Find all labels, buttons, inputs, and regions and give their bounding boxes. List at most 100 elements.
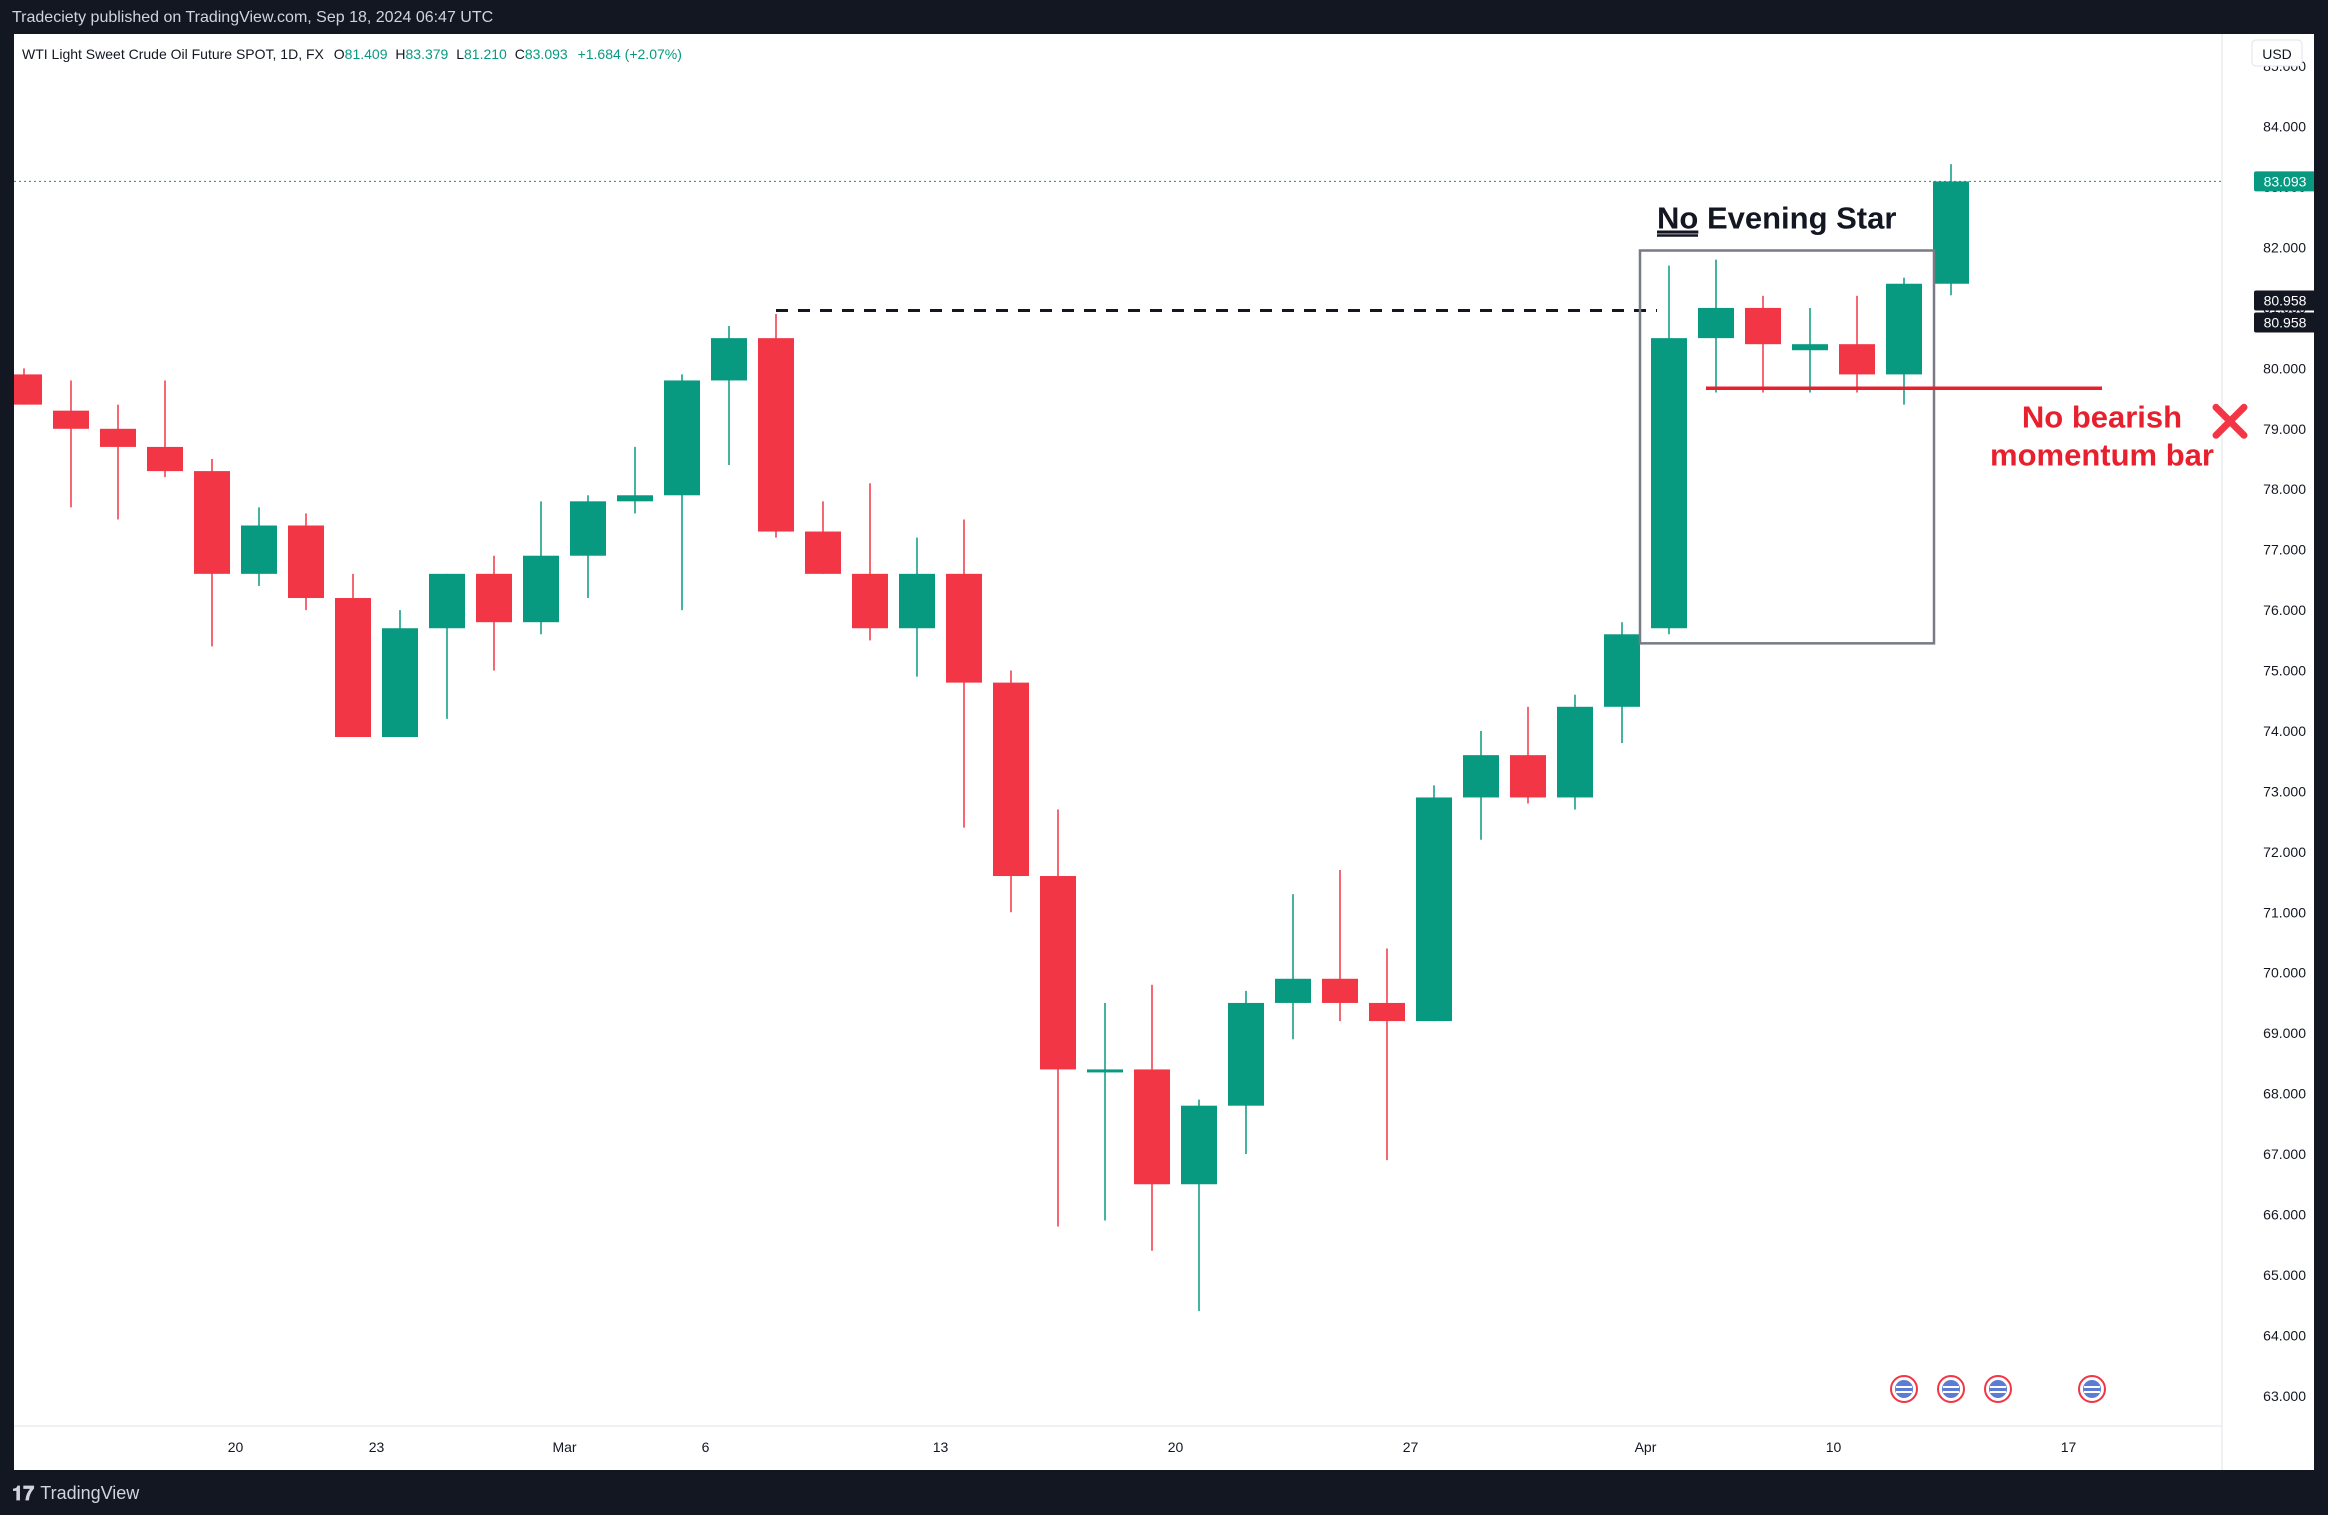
tradingview-logo-icon: 𝟏𝟕 bbox=[12, 1481, 35, 1505]
price-tick-label: 67.000 bbox=[2263, 1146, 2306, 1162]
price-tick-label: 74.000 bbox=[2263, 723, 2306, 739]
candle-body bbox=[429, 573, 465, 629]
time-tick-label: 6 bbox=[702, 1439, 710, 1455]
flag-icon bbox=[1895, 1380, 1913, 1398]
time-tick-label: 23 bbox=[369, 1439, 385, 1455]
time-axis[interactable]: 20 23 Mar 6 13 20 27 Apr 10 17 bbox=[228, 1439, 2077, 1455]
price-tag-label: 80.958 bbox=[2264, 292, 2307, 308]
tradingview-logo[interactable]: 𝟏𝟕 TradingView bbox=[12, 1481, 140, 1505]
candle-body bbox=[1604, 634, 1640, 707]
momentum-bar-label: momentum bar bbox=[1990, 437, 2214, 472]
candle-body bbox=[6, 374, 42, 405]
candle-body bbox=[1275, 978, 1311, 1003]
price-tick-label: 84.000 bbox=[2263, 119, 2306, 135]
price-tag bbox=[2254, 171, 2316, 192]
price-tag-label: 80.958 bbox=[2264, 314, 2307, 330]
candle-body bbox=[1134, 1069, 1170, 1185]
chart-frame[interactable]: No Evening Star No bearish momentum bar 63… bbox=[6, 34, 2316, 1470]
legend-low: 81.210 bbox=[464, 46, 507, 62]
legend-open: 81.409 bbox=[345, 46, 388, 62]
candle-body bbox=[805, 531, 841, 574]
price-tick-label: 65.000 bbox=[2263, 1267, 2306, 1283]
branding-bar: 𝟏𝟕 TradingView bbox=[0, 1470, 2328, 1515]
price-tick-label: 68.000 bbox=[2263, 1086, 2306, 1102]
flag-icon bbox=[1989, 1380, 2007, 1398]
candle-body bbox=[1463, 755, 1499, 798]
candle-body bbox=[1698, 307, 1734, 339]
price-tick-label: 63.000 bbox=[2263, 1388, 2306, 1404]
candle-body bbox=[1416, 797, 1452, 1022]
legend-symbol: WTI Light Sweet Crude Oil Future SPOT, 1… bbox=[22, 46, 325, 62]
legend-close: 83.093 bbox=[525, 46, 568, 62]
legend-line: WTI Light Sweet Crude Oil Future SPOT, 1… bbox=[22, 46, 682, 62]
price-tick-label: 69.000 bbox=[2263, 1025, 2306, 1041]
price-tick-label: 75.000 bbox=[2263, 663, 2306, 679]
candle-body bbox=[1651, 338, 1687, 629]
candle-body bbox=[382, 628, 418, 738]
price-tag bbox=[2254, 312, 2316, 333]
candle-body bbox=[1933, 181, 1969, 284]
candle-body bbox=[758, 338, 794, 532]
price-tick-label: 77.000 bbox=[2263, 542, 2306, 558]
box-title-underlined: No bbox=[1657, 201, 1698, 236]
box-title: No Evening Star bbox=[1657, 201, 1896, 236]
candle-body bbox=[476, 573, 512, 623]
evening-star-box bbox=[1638, 249, 1936, 645]
time-tick-label: 17 bbox=[2061, 1439, 2077, 1455]
candle-body bbox=[711, 338, 747, 381]
legend-high: 83.379 bbox=[406, 46, 449, 62]
candle-body bbox=[1040, 876, 1076, 1070]
candle-body bbox=[100, 428, 136, 447]
candle-body bbox=[899, 573, 935, 629]
candle-body bbox=[570, 501, 606, 556]
candle-body bbox=[993, 682, 1029, 877]
time-tick-label: 13 bbox=[933, 1439, 949, 1455]
price-tick-label: 70.000 bbox=[2263, 965, 2306, 981]
price-tick-label: 78.000 bbox=[2263, 481, 2306, 497]
time-tick-label: 10 bbox=[1826, 1439, 1842, 1455]
candle-body bbox=[617, 495, 653, 502]
time-tick-label: 27 bbox=[1403, 1439, 1419, 1455]
candle-body bbox=[53, 410, 89, 429]
candle-body bbox=[664, 380, 700, 496]
candle-body bbox=[1745, 307, 1781, 345]
candles-layer bbox=[6, 164, 1969, 1312]
price-tick-label: 71.000 bbox=[2263, 904, 2306, 920]
price-tick-label: 72.000 bbox=[2263, 844, 2306, 860]
currency-button[interactable] bbox=[2251, 39, 2303, 67]
no-bearish-label: No bearish bbox=[2022, 399, 2182, 434]
publisher-bar: Tradeciety published on TradingView.com,… bbox=[0, 0, 2328, 34]
candle-body bbox=[1792, 344, 1828, 351]
time-tick-label: 20 bbox=[228, 1439, 244, 1455]
candle-body bbox=[1510, 755, 1546, 798]
candle-body bbox=[1322, 978, 1358, 1003]
candle-body bbox=[523, 555, 559, 623]
time-tick-label: Mar bbox=[552, 1439, 576, 1455]
chart-background bbox=[14, 34, 2314, 1470]
price-tick-label: 73.000 bbox=[2263, 783, 2306, 799]
price-tag bbox=[2254, 290, 2316, 311]
price-tick-label: 82.000 bbox=[2263, 239, 2306, 255]
candle-body bbox=[1557, 706, 1593, 798]
candle-body bbox=[1181, 1105, 1217, 1185]
flag-icon bbox=[2083, 1380, 2101, 1398]
brand-name: TradingView bbox=[40, 1482, 140, 1503]
candle-body bbox=[1087, 1069, 1123, 1073]
candle-body bbox=[852, 573, 888, 629]
candle-body bbox=[335, 598, 371, 738]
candle-body bbox=[1369, 1002, 1405, 1022]
candle-body bbox=[946, 573, 982, 683]
candle-body bbox=[241, 525, 277, 574]
candle-body bbox=[147, 446, 183, 472]
candle-body bbox=[1228, 1002, 1264, 1106]
time-tick-label: Apr bbox=[1635, 1439, 1657, 1455]
price-tick-label: 79.000 bbox=[2263, 421, 2306, 437]
flag-icon bbox=[1942, 1380, 1960, 1398]
legend-change: +1.684 (+2.07%) bbox=[578, 46, 682, 62]
price-tick-label: 64.000 bbox=[2263, 1327, 2306, 1343]
candle-body bbox=[288, 525, 324, 599]
box-title-rest: Evening Star bbox=[1698, 201, 1896, 236]
event-markers bbox=[1890, 1375, 2106, 1403]
